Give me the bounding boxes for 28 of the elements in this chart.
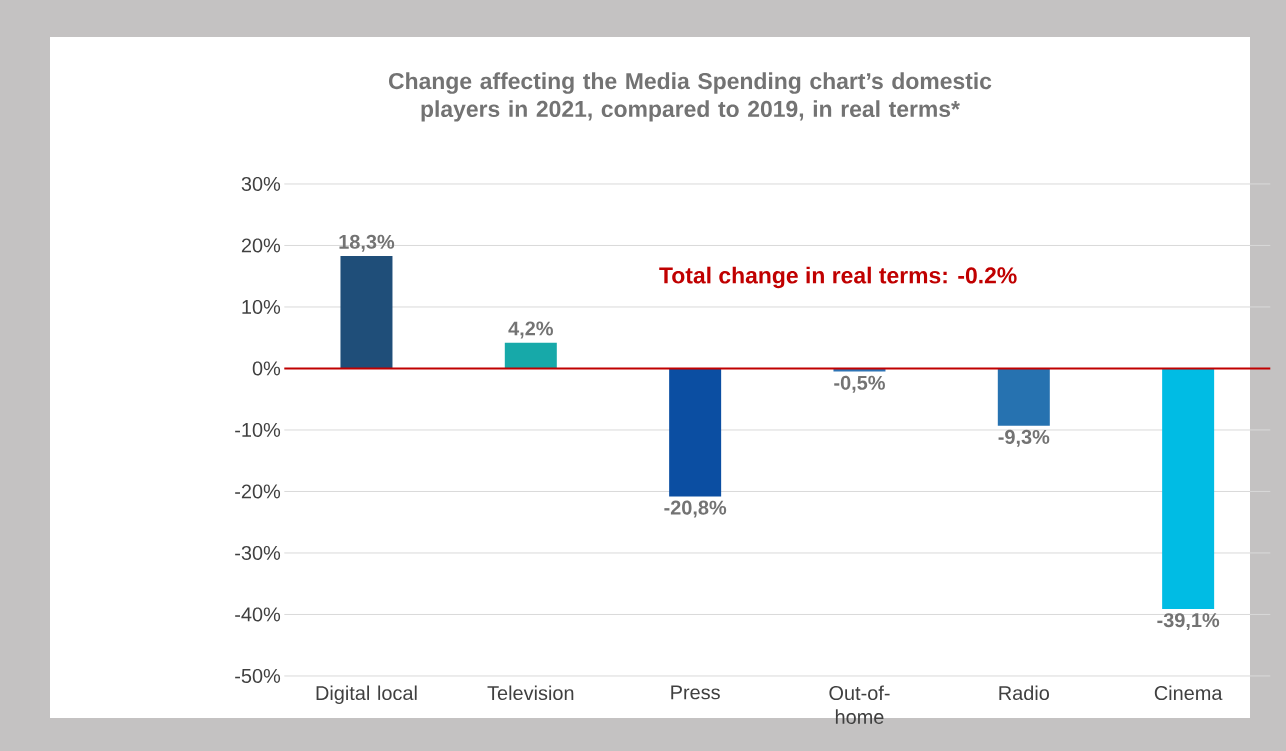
data-label: -0,5% bbox=[834, 375, 885, 393]
y-tick-label: -10% bbox=[235, 422, 281, 438]
data-label: 18,3% bbox=[339, 234, 395, 252]
bar bbox=[1162, 368, 1215, 609]
x-tick-label: Television bbox=[487, 685, 574, 701]
y-tick-label: 0% bbox=[252, 361, 281, 376]
y-tick-label: 10% bbox=[242, 299, 281, 315]
x-tick-label: Press bbox=[671, 685, 720, 700]
x-tick-label: Cinema bbox=[1154, 685, 1223, 701]
y-tick-label: -40% bbox=[235, 607, 281, 622]
data-label: -9,3% bbox=[998, 429, 1050, 447]
bar bbox=[504, 342, 557, 369]
bar bbox=[669, 368, 722, 497]
data-label: 4,2% bbox=[508, 321, 553, 339]
y-tick-label: -50% bbox=[235, 668, 281, 683]
x-tick-label: Out-of-home bbox=[829, 685, 890, 724]
data-label: -39,1% bbox=[1157, 613, 1220, 631]
y-tick-label: 20% bbox=[241, 238, 281, 253]
chart-title: Change affecting the Media Spending chart’s domestic players in 2021, compared to 2019, in real terms* bbox=[388, 72, 992, 122]
bar bbox=[340, 255, 393, 369]
x-tick-label: Radio bbox=[999, 685, 1049, 701]
annotation: Total change in real terms: -0.2% bbox=[659, 266, 1017, 289]
x-tick-label: Digital local bbox=[316, 685, 417, 705]
data-label: -20,8% bbox=[664, 500, 727, 518]
y-tick-label: -30% bbox=[235, 545, 281, 561]
bar bbox=[997, 368, 1050, 426]
y-tick-label: 30% bbox=[241, 176, 281, 192]
y-tick-label: -20% bbox=[235, 484, 281, 499]
